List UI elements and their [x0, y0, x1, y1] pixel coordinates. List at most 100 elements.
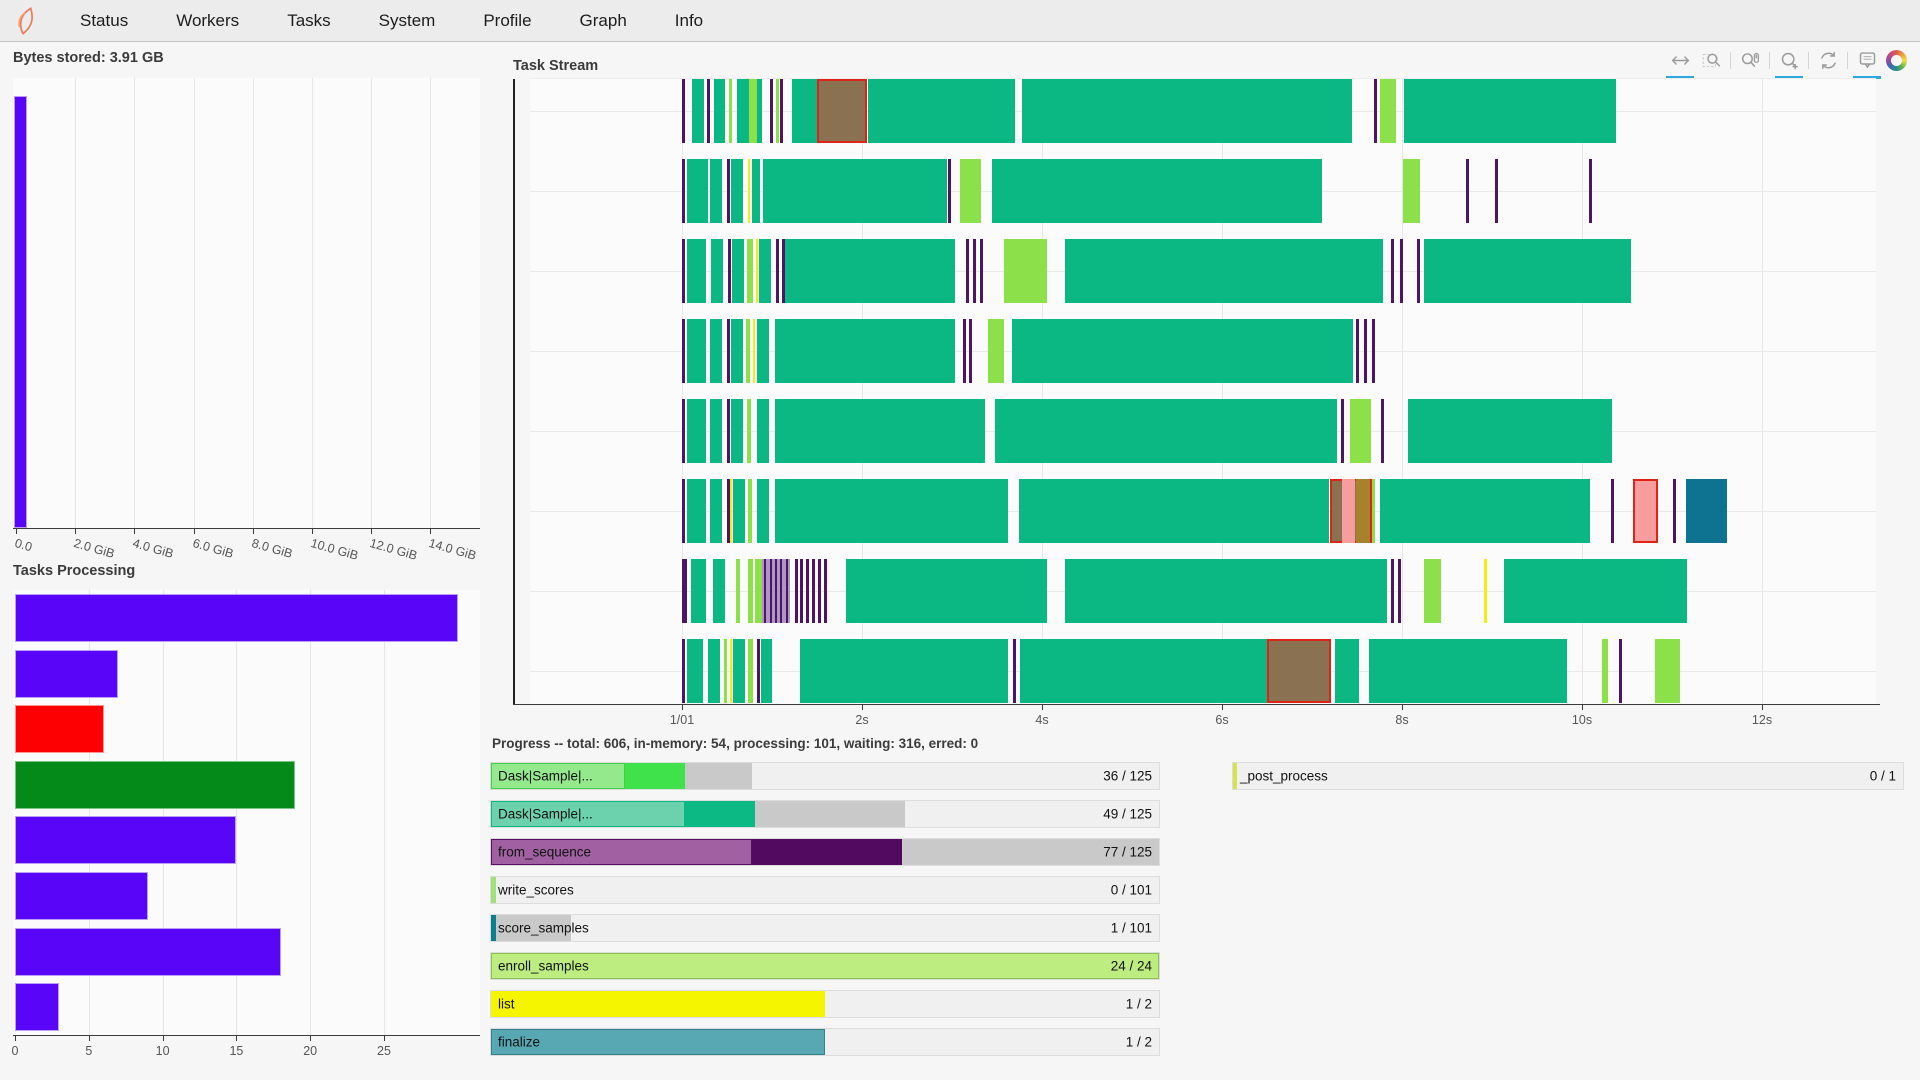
tasks-processing-bar[interactable]: [15, 705, 104, 754]
task-rect[interactable]: [1673, 479, 1676, 543]
wheel-zoom-icon[interactable]: [1738, 48, 1762, 72]
task-rect[interactable]: [757, 319, 769, 383]
task-rect[interactable]: [757, 479, 769, 543]
tasks-processing-bar[interactable]: [15, 816, 237, 865]
task-rect[interactable]: [776, 79, 780, 143]
task-rect[interactable]: [1373, 79, 1378, 143]
task-rect[interactable]: [711, 239, 724, 303]
task-rect[interactable]: [681, 639, 686, 703]
task-rect[interactable]: [707, 639, 721, 703]
task-rect[interactable]: [706, 79, 710, 143]
task-rect[interactable]: [730, 399, 744, 463]
task-rect[interactable]: [752, 159, 761, 223]
tasks-processing-bar[interactable]: [15, 760, 296, 809]
tasks-processing-chart[interactable]: 0 5 10 15 20 25: [12, 590, 480, 1058]
task-rect[interactable]: [1494, 159, 1498, 223]
task-rect[interactable]: [963, 319, 966, 383]
task-rect[interactable]: [736, 559, 741, 623]
task-rect[interactable]: [972, 239, 976, 303]
task-rect[interactable]: [1019, 639, 1267, 703]
task-rect[interactable]: [753, 319, 756, 383]
task-rect[interactable]: [728, 79, 733, 143]
nav-item-system[interactable]: System: [378, 11, 436, 30]
task-rect[interactable]: [730, 319, 744, 383]
task-rect[interactable]: [769, 559, 772, 623]
task-rect[interactable]: [681, 159, 686, 223]
task-rect[interactable]: [727, 239, 731, 303]
task-rect[interactable]: [681, 399, 686, 463]
task-rect[interactable]: [756, 639, 760, 703]
task-rect[interactable]: [727, 159, 730, 223]
task-rect[interactable]: [681, 239, 686, 303]
task-rect[interactable]: [732, 479, 746, 543]
nav-item-graph[interactable]: Graph: [579, 11, 627, 30]
task-rect[interactable]: [776, 239, 779, 303]
task-rect[interactable]: [730, 479, 732, 543]
task-rect[interactable]: [1424, 559, 1441, 623]
task-rect[interactable]: [737, 79, 750, 143]
task-rect[interactable]: [1391, 239, 1394, 303]
tasks-processing-bar[interactable]: [15, 983, 60, 1032]
task-rect[interactable]: [732, 239, 745, 303]
nav-item-status[interactable]: Status: [80, 11, 129, 30]
task-rect[interactable]: [995, 399, 1338, 463]
task-rect[interactable]: [1403, 79, 1616, 143]
task-rect[interactable]: [1601, 639, 1608, 703]
task-rect[interactable]: [727, 479, 730, 543]
task-rect[interactable]: [823, 559, 827, 623]
task-rect[interactable]: [1356, 319, 1359, 383]
task-rect[interactable]: [947, 159, 952, 223]
task-rect[interactable]: [800, 559, 803, 623]
task-rect[interactable]: [686, 639, 704, 703]
task-rect[interactable]: [709, 399, 723, 463]
task-rect[interactable]: [1618, 639, 1622, 703]
task-rect[interactable]: [774, 319, 955, 383]
task-rect[interactable]: [1398, 559, 1401, 623]
task-rect[interactable]: [774, 479, 1008, 543]
bytes-stored-chart[interactable]: 0.0 2.0 GiB 4.0 GiB 6.0 GiB 8.0 GiB 10.0 GiB 1…: [13, 78, 480, 563]
task-rect[interactable]: [988, 319, 1005, 383]
task-rect[interactable]: [681, 79, 686, 143]
task-rect[interactable]: [732, 639, 746, 703]
task-rect[interactable]: [979, 239, 983, 303]
task-rect[interactable]: [1610, 479, 1614, 543]
task-rect[interactable]: [1379, 479, 1590, 543]
task-rect[interactable]: [769, 79, 774, 143]
task-rect[interactable]: [764, 559, 767, 623]
task-rect[interactable]: [1589, 159, 1592, 223]
task-rect[interactable]: [1424, 239, 1631, 303]
task-rect[interactable]: [1379, 79, 1397, 143]
task-rect[interactable]: [968, 319, 972, 383]
task-rect[interactable]: [757, 79, 763, 143]
tasks-processing-bar[interactable]: [15, 649, 119, 698]
task-rect[interactable]: [1349, 399, 1371, 463]
task-rect[interactable]: [681, 319, 686, 383]
task-rect[interactable]: [1407, 399, 1613, 463]
task-rect[interactable]: [1341, 479, 1356, 543]
task-rect[interactable]: [1019, 479, 1329, 543]
task-rect[interactable]: [1654, 639, 1681, 703]
task-rect[interactable]: [785, 239, 956, 303]
reset-icon[interactable]: [1816, 48, 1840, 72]
task-rect[interactable]: [755, 559, 763, 623]
task-rect[interactable]: [774, 399, 985, 463]
task-rect[interactable]: [960, 159, 982, 223]
task-rect[interactable]: [1372, 319, 1375, 383]
task-rect[interactable]: [709, 479, 723, 543]
task-rect[interactable]: [991, 159, 1322, 223]
task-rect[interactable]: [746, 319, 751, 383]
task-rect[interactable]: [816, 79, 868, 143]
box-zoom-icon[interactable]: [1699, 48, 1723, 72]
task-rect[interactable]: [1065, 559, 1387, 623]
task-rect[interactable]: [1355, 479, 1370, 543]
task-rect[interactable]: [800, 639, 1008, 703]
task-rect[interactable]: [818, 559, 821, 623]
task-rect[interactable]: [867, 79, 1015, 143]
task-rect[interactable]: [709, 159, 723, 223]
task-rect[interactable]: [1685, 479, 1727, 543]
task-rect[interactable]: [1021, 79, 1352, 143]
task-stream-chart[interactable]: 1/01 2s 4s 6s 8s 10s 12s: [513, 78, 1880, 727]
zoom-in-icon[interactable]: [1775, 48, 1803, 79]
task-rect[interactable]: [1065, 239, 1383, 303]
task-rect[interactable]: [686, 239, 706, 303]
